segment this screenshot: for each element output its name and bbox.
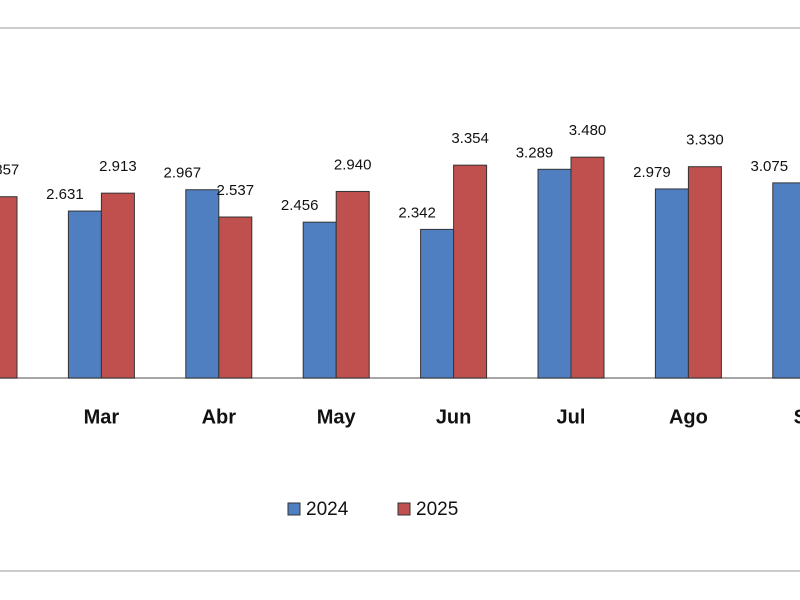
bar <box>100 192 135 379</box>
bar <box>0 196 18 379</box>
x-tick-label: Se <box>794 406 800 428</box>
value-label: 2.979 <box>633 164 671 181</box>
legend-label: 2024 <box>306 499 349 520</box>
bar <box>453 164 488 379</box>
value-label: 3.289 <box>516 144 554 161</box>
x-tick-label: Jul <box>557 406 586 428</box>
x-tick-label: Mar <box>84 406 120 428</box>
value-label: 3.480 <box>569 122 607 139</box>
x-tick-label: May <box>317 406 357 428</box>
bar <box>687 166 722 379</box>
bar <box>772 182 800 379</box>
bar <box>420 228 455 379</box>
legend-label: 2025 <box>416 499 458 520</box>
value-label: 2.456 <box>281 197 319 214</box>
value-label: 2.967 <box>164 165 202 182</box>
x-tick-label: Ago <box>669 406 708 428</box>
legend-swatch <box>397 502 411 516</box>
value-label: 2.631 <box>46 186 84 203</box>
x-tick-label: Jun <box>436 406 472 428</box>
bar <box>570 156 605 379</box>
legend-swatch <box>287 502 301 516</box>
bar <box>302 221 337 379</box>
bar <box>654 188 689 379</box>
value-label: 3.075 <box>751 158 789 175</box>
value-label: 3.354 <box>451 130 489 147</box>
value-label: 2.940 <box>334 156 372 173</box>
bar <box>67 210 102 379</box>
x-tick-label: Abr <box>202 406 237 428</box>
bar <box>185 189 220 379</box>
bar <box>537 168 572 379</box>
value-label: 2.857 <box>0 162 19 179</box>
bar <box>218 216 253 379</box>
value-label: 2.537 <box>217 182 255 199</box>
bar <box>335 190 370 379</box>
value-label: 3.330 <box>686 132 724 149</box>
value-label: 2.913 <box>99 158 137 175</box>
value-label: 2.342 <box>398 204 436 221</box>
